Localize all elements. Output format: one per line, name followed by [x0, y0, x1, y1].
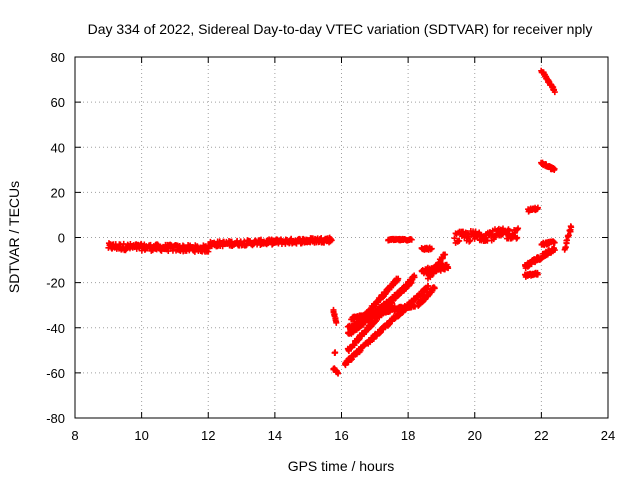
data-point: [205, 248, 212, 255]
data-point: [335, 370, 342, 377]
data-point: [451, 235, 458, 242]
data-point: [428, 245, 435, 252]
y-tick-label: -80: [46, 411, 65, 426]
data-point: [328, 237, 335, 244]
data-point: [431, 285, 438, 292]
grid-lines: [75, 57, 608, 418]
data-point: [408, 236, 415, 243]
data-point: [333, 319, 340, 326]
data-point: [456, 237, 463, 244]
data-points: [105, 67, 575, 377]
data-point: [534, 271, 541, 278]
data-point: [568, 224, 575, 231]
data-point: [412, 303, 419, 310]
axis-ticks: 8 10 12 14 16 18 20 22 24 -80 -60 -40 -20 0 20 40 60 80: [46, 50, 615, 443]
x-tick-label: 10: [134, 428, 148, 443]
y-tick-label: 0: [58, 231, 65, 246]
data-point: [551, 247, 558, 254]
data-point: [515, 225, 522, 232]
y-tick-label: -40: [46, 321, 65, 336]
x-tick-label: 12: [201, 428, 215, 443]
data-point: [425, 283, 432, 290]
data-point: [408, 279, 415, 286]
x-tick-label: 14: [268, 428, 282, 443]
chart-title: Day 334 of 2022, Sidereal Day-to-day VTE…: [88, 21, 593, 37]
data-point: [551, 89, 558, 96]
data-point: [551, 239, 558, 246]
data-point: [411, 274, 418, 281]
y-tick-label: 20: [51, 185, 65, 200]
data-point: [564, 237, 571, 244]
y-tick-label: 40: [51, 140, 65, 155]
data-point: [332, 349, 339, 356]
data-point: [467, 237, 474, 244]
data-point: [442, 251, 449, 258]
data-point: [514, 234, 521, 241]
y-tick-label: -20: [46, 276, 65, 291]
data-point: [445, 265, 452, 272]
x-tick-label: 22: [534, 428, 548, 443]
y-tick-label: -60: [46, 366, 65, 381]
y-tick-label: 80: [51, 50, 65, 65]
data-point: [551, 165, 558, 172]
x-tick-label: 18: [401, 428, 415, 443]
x-tick-label: 24: [601, 428, 615, 443]
x-tick-label: 8: [71, 428, 78, 443]
data-point: [534, 204, 541, 211]
x-tick-label: 16: [334, 428, 348, 443]
y-axis-label: SDTVAR / TECUs: [6, 181, 22, 293]
data-point: [395, 275, 402, 282]
x-axis-label: GPS time / hours: [288, 458, 395, 474]
y-tick-label: 60: [51, 95, 65, 110]
x-tick-label: 20: [468, 428, 482, 443]
